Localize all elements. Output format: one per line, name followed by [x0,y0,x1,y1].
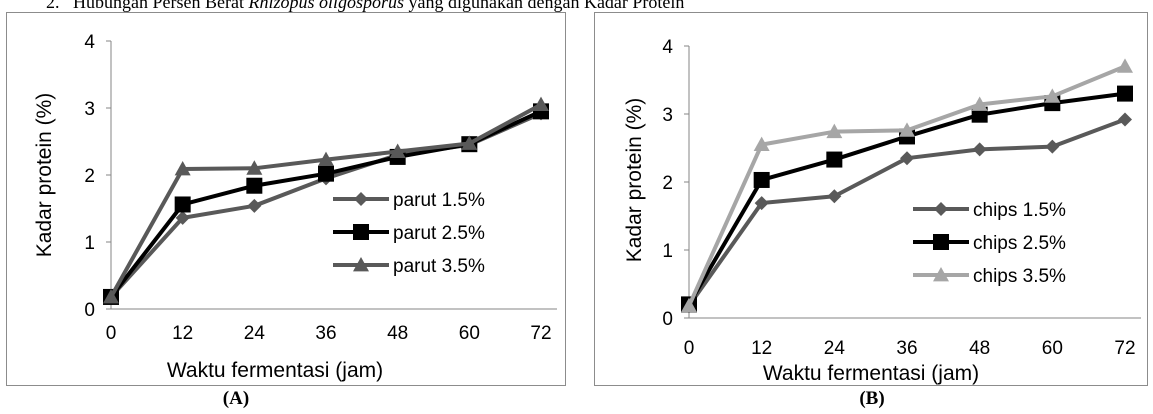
chart-a-series-2-point [318,165,334,182]
heading-text-before: Hubungan Persen Berat [73,0,244,12]
chart-a-x-tick-label: 0 [106,323,117,344]
chart-a-legend-marker-1 [354,192,368,206]
chart-b-series-1-point [900,151,914,166]
chart-a-x-tick-label: 36 [315,323,336,344]
heading-number: 2. [46,0,60,12]
chart-a-x-tick-label: 24 [244,323,266,344]
chart-a-x-tick-label: 48 [387,323,408,344]
chart-b-y-tick-label: 1 [662,241,673,262]
chart-a-y-tick-label: 4 [84,32,95,53]
chart-a-legend-label-3: parut 3.5% [393,256,485,277]
chart-a-series-3-point [174,160,191,176]
chart-a-series-3-point [389,143,406,158]
chart-b-series-3-point [681,297,697,313]
chart-b-series-3-point [753,136,770,151]
caption-b: (B) [859,388,885,409]
chart-b-series-1-point [972,142,987,157]
chart-a-series-3-point [318,151,334,166]
section-heading: 2. Hubungan Persen Berat Rhizopus oligos… [0,0,1153,13]
chart-a-y-tick-label: 1 [84,233,95,254]
chart-b-x-tick-label: 24 [824,338,846,359]
chart-a-y-axis-title: Kadar protein (%) [33,93,56,258]
chart-a-series-3-point [103,288,119,304]
chart-b-x-tick-label: 0 [684,338,695,359]
chart-b-x-tick-label: 48 [969,338,990,359]
chart-b-series-3-point [899,122,915,137]
chart-b-x-tick-label: 72 [1114,338,1135,359]
chart-b-y-tick-label: 3 [662,105,673,126]
chart-a-legend-label-2: parut 2.5% [393,223,485,244]
chart-b-series-3-point [1044,88,1061,103]
chart-b-series-1-point [1045,139,1060,154]
chart-b-series-2-point [826,151,843,168]
chart-b-y-axis-title: Kadar protein (%) [623,98,646,263]
chart-b-y-tick-label: 2 [662,173,673,194]
chart-a-x-tick-label: 60 [459,323,480,344]
chart-a-legend-label-1: parut 1.5% [393,190,485,211]
chart-b-series-3-point [1117,58,1133,73]
chart-b-y-tick-label: 0 [662,309,673,330]
heading-italic: Rhizopus oligosporus [248,0,404,12]
chart-b-x-tick-label: 12 [751,338,772,359]
chart-b-y-tick-label: 4 [662,37,673,58]
chart-a-series-2-point [246,177,263,194]
chart-b-series-2-point [1117,85,1133,102]
chart-a-x-tick-label: 12 [172,323,193,344]
chart-b-series-3-point [826,123,843,139]
chart-a-series-3-point [461,135,478,150]
chart-b-series-1-point [827,189,842,204]
heading-text-after: yang digunakan dengan Kadar Protein [408,0,685,12]
chart-b-legend-marker-3 [933,267,949,282]
chart-b-series-3-point [971,96,988,111]
chart-b-legend-label-1: chips 1.5% [973,200,1066,221]
chart-a-series-2-point [174,196,191,213]
chart-a-x-tick-label: 72 [530,323,551,344]
chart-panel-b: 0 1 2 3 4 0 12 24 36 48 60 72 Waktu fermentasi (jam)… [594,12,1148,386]
chart-b-series-1-point [754,196,769,211]
caption-a: (A) [222,388,250,409]
chart-a-series-3-point [533,96,549,112]
chart-a-series-1-point [175,210,190,225]
chart-a-legend-marker-3 [353,257,369,272]
chart-b-x-axis-title: Waktu fermentasi (jam) [763,362,979,385]
chart-b-legend-marker-2 [933,234,949,250]
chart-panel-a: 0 1 2 3 4 0 12 24 36 48 60 72 Waktu fermentasi (jam)… [6,12,566,386]
chart-b-x-tick-label: 36 [896,338,917,359]
chart-a-y-tick-label: 2 [84,166,95,187]
chart-a-x-axis-title: Waktu fermentasi (jam) [167,359,383,382]
chart-b-legend-label-3: chips 3.5% [973,266,1066,287]
chart-b-x-tick-label: 60 [1042,338,1063,359]
chart-b-legend-label-2: chips 2.5% [973,233,1066,254]
chart-a-y-tick-label: 0 [84,300,95,321]
chart-b-legend-marker-1 [934,202,948,216]
chart-a-y-tick-label: 3 [84,99,95,120]
chart-a-legend-marker-2 [353,224,369,240]
chart-a-series-1-point [247,198,262,213]
chart-a-series-3-point [246,160,263,175]
chart-b-series-1-point [1118,112,1132,127]
chart-b-series-2-point [753,171,770,188]
